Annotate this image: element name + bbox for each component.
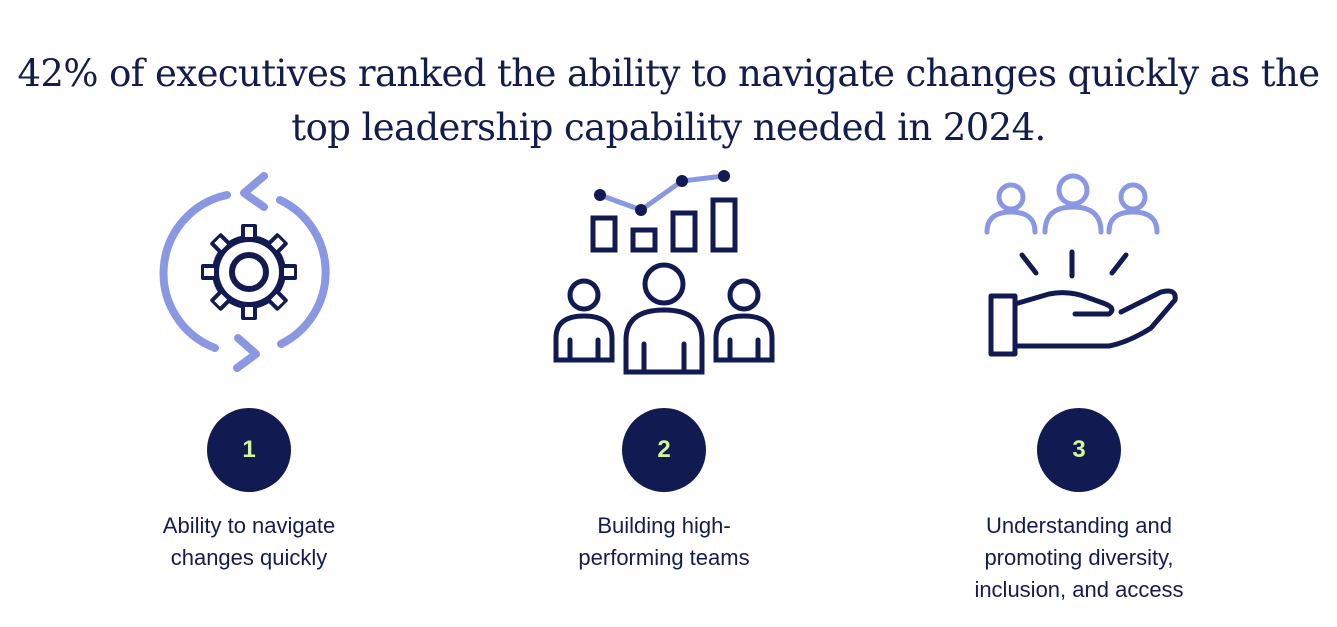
capability-item-3: 3 Understanding and promoting diversity,… [929,160,1229,620]
capability-label-3: Understanding and promoting diversity, i… [929,510,1229,606]
label-line: performing teams [578,545,750,570]
hand-offering-people-icon [984,173,1178,357]
headline-line-1: 42% of executives ranked the ability to … [17,51,1320,95]
number-badge-2: 2 [622,408,706,492]
capability-label-1: Ability to navigate changes quickly [99,510,399,574]
capability-item-1: 1 Ability to navigate changes quickly [99,160,399,620]
team-with-growth-chart-icon [553,170,775,375]
label-line: Understanding and [986,513,1172,538]
headline: 42% of executives ranked the ability to … [0,47,1337,155]
label-line: changes quickly [170,545,328,570]
label-line: Building high- [597,513,731,538]
label-line: inclusion, and access [974,577,1184,602]
label-line: promoting diversity, [984,545,1174,570]
label-line: Ability to navigate [162,513,336,538]
capability-label-2: Building high- performing teams [514,510,814,574]
gear-with-cycle-arrows-icon [159,172,330,372]
headline-line-2: top leadership capability needed in 2024… [291,105,1046,149]
capability-item-2: 2 Building high- performing teams [514,160,814,620]
number-badge-1: 1 [207,408,291,492]
number-badge-3: 3 [1037,408,1121,492]
